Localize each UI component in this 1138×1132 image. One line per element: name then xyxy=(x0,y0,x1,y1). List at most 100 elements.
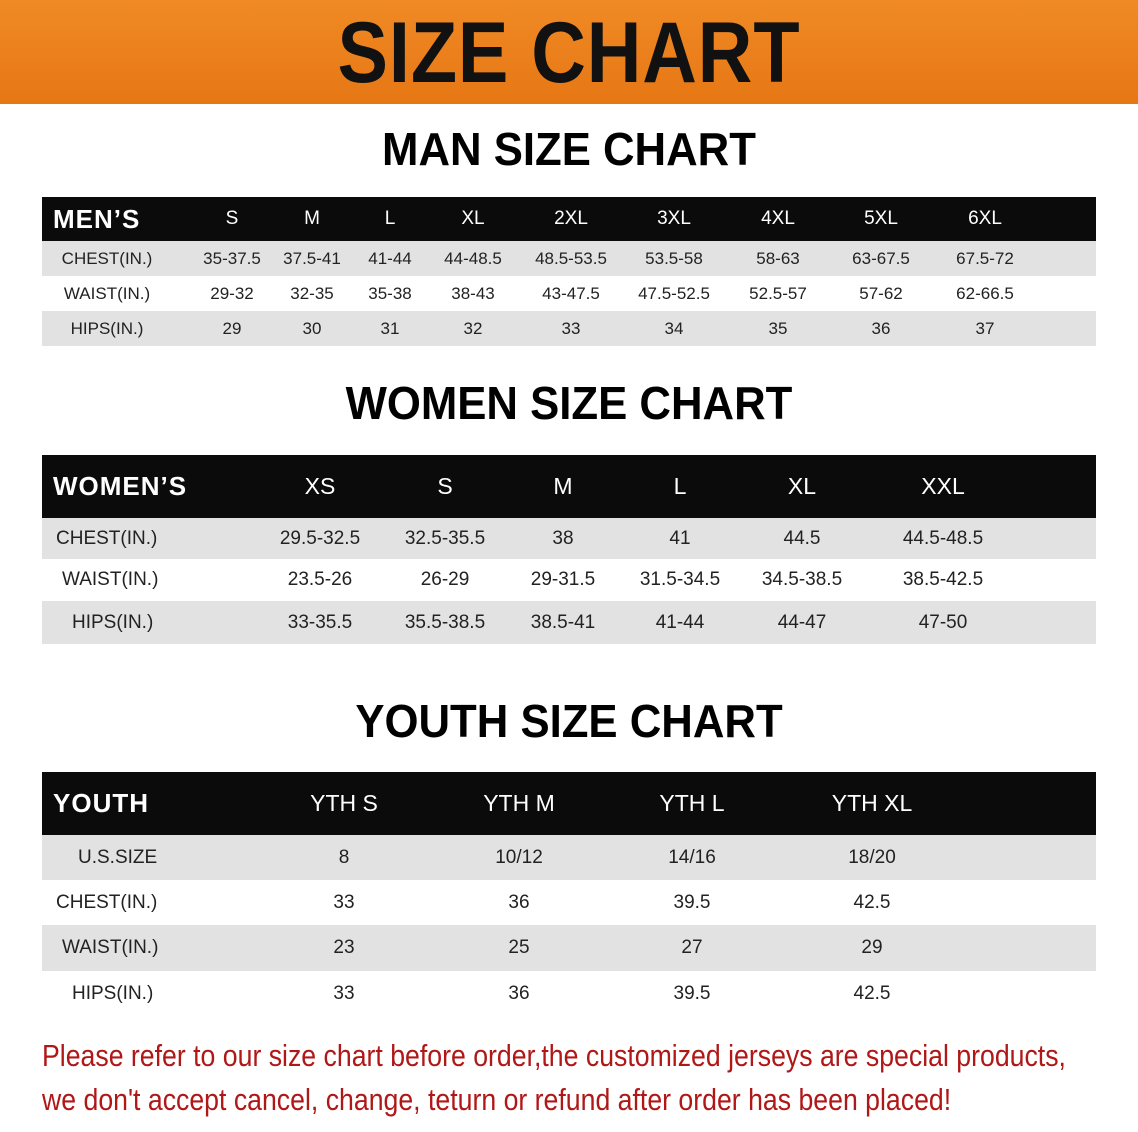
table-cell: 33-35.5 xyxy=(287,611,353,633)
size-header-xl: XL xyxy=(461,208,485,229)
size-header-yth-s: YTH S xyxy=(310,790,378,816)
table-cell: 31 xyxy=(380,318,400,338)
banner: SIZE CHART xyxy=(0,0,1138,104)
table-cell: 52.5-57 xyxy=(749,283,807,303)
table-cell: 47-50 xyxy=(918,611,968,633)
policy-note-line-1: Please refer to our size chart before or… xyxy=(42,1038,1066,1073)
men-size-table: MEN’S S M L XL 2XL 3XL 4XL 5XL 6XL CHEST(IN.) 35-37… xyxy=(42,197,1096,346)
table-cell: 43-47.5 xyxy=(542,283,600,303)
table-cell: 33 xyxy=(333,891,355,913)
table-row: U.S.SIZE 8 10/12 14/16 18/20 xyxy=(42,835,1096,880)
table-cell: 10/12 xyxy=(495,846,543,868)
table-cell: 31.5-34.5 xyxy=(639,569,721,590)
table-header-row: YOUTH YTH S YTH M YTH L YTH XL xyxy=(42,772,1096,835)
table-cell: 38.5-42.5 xyxy=(902,569,984,590)
table-row: WAIST(IN.) 23.5-26 26-29 29-31.5 31.5-34.5 34… xyxy=(42,559,1096,601)
table-row: HIPS(IN.) 29 30 31 32 33 34 35 36 37 xyxy=(42,311,1096,346)
table-row: CHEST(IN.) 35-37.5 37.5-41 41-44 44-48.5 48.5… xyxy=(42,241,1096,276)
row-label: U.S.SIZE xyxy=(78,846,158,868)
header-label: MEN’S xyxy=(53,203,141,234)
table-cell: 23.5-26 xyxy=(287,569,353,590)
table-cell: 44.5-48.5 xyxy=(902,527,984,549)
table-cell: 33 xyxy=(561,318,581,338)
table-cell: 14/16 xyxy=(668,846,716,868)
table-row: HIPS(IN.) 33 36 39.5 42.5 xyxy=(42,971,1096,1017)
table-cell: 38.5-41 xyxy=(530,611,596,633)
table-cell: 36 xyxy=(508,983,530,1004)
size-header-l: L xyxy=(673,473,687,499)
table-cell: 38-43 xyxy=(451,283,495,303)
table-cell: 44.5 xyxy=(783,527,821,549)
table-cell: 29-31.5 xyxy=(530,569,596,590)
row-label: WAIST(IN.) xyxy=(63,283,151,303)
table-cell: 35-38 xyxy=(368,283,412,303)
youth-size-table: YOUTH YTH S YTH M YTH L YTH XL U.S.SIZE 8 10/12… xyxy=(42,772,1096,1017)
table-cell: 38 xyxy=(552,527,574,549)
table-row: CHEST(IN.) 29.5-32.5 32.5-35.5 38 41 44.5 44.5… xyxy=(42,518,1096,559)
table-cell: 48.5-53.5 xyxy=(535,248,607,268)
table-cell: 32 xyxy=(463,318,483,338)
size-header-yth-m: YTH M xyxy=(483,790,555,816)
table-cell: 32.5-35.5 xyxy=(404,527,486,549)
table-row: CHEST(IN.) 33 36 39.5 42.5 xyxy=(42,880,1096,925)
size-header-m: M xyxy=(304,208,320,229)
size-header-3xl: 3XL xyxy=(657,208,691,229)
men-section-title: MAN SIZE CHART xyxy=(382,123,756,175)
women-size-table: WOMEN’S XS S M L XL XXL CHEST(IN.) 29.5-32.5 32.5… xyxy=(42,455,1096,644)
table-row: WAIST(IN.) 29-32 32-35 35-38 38-43 43-47.5 47.… xyxy=(42,276,1096,311)
size-header-6xl: 6XL xyxy=(968,208,1002,229)
row-label: CHEST(IN.) xyxy=(61,248,153,268)
size-header-xs: XS xyxy=(304,473,336,499)
table-cell: 41-44 xyxy=(655,611,705,633)
table-cell: 37 xyxy=(975,318,995,338)
table-cell: 23 xyxy=(333,937,355,958)
row-label: HIPS(IN.) xyxy=(70,318,144,338)
youth-section-title: YOUTH SIZE CHART xyxy=(355,695,783,747)
size-header-s: S xyxy=(437,473,453,499)
table-cell: 32-35 xyxy=(290,283,334,303)
table-cell: 53.5-58 xyxy=(645,248,703,268)
row-label: CHEST(IN.) xyxy=(56,891,158,913)
table-cell: 39.5 xyxy=(673,891,711,913)
table-cell: 25 xyxy=(508,937,530,958)
table-cell: 29.5-32.5 xyxy=(279,527,361,549)
table-cell: 35-37.5 xyxy=(203,248,261,268)
table-cell: 36 xyxy=(871,318,891,338)
size-header-l: L xyxy=(384,208,396,229)
table-cell: 36 xyxy=(508,891,530,913)
row-label: WAIST(IN.) xyxy=(62,937,159,958)
table-header-row: MEN’S S M L XL 2XL 3XL 4XL 5XL 6XL xyxy=(42,197,1096,241)
table-cell: 18/20 xyxy=(848,846,896,868)
table-row: HIPS(IN.) 33-35.5 35.5-38.5 38.5-41 41-44 44-… xyxy=(42,601,1096,644)
table-cell: 47.5-52.5 xyxy=(638,283,710,303)
size-header-s: S xyxy=(225,208,239,229)
table-cell: 29 xyxy=(861,937,883,958)
table-cell: 44-47 xyxy=(777,611,827,633)
table-cell: 29-32 xyxy=(210,283,254,303)
header-label: WOMEN’S xyxy=(53,471,188,501)
table-cell: 62-66.5 xyxy=(956,283,1014,303)
table-cell: 37.5-41 xyxy=(283,248,341,268)
table-cell: 8 xyxy=(338,846,350,868)
table-cell: 33 xyxy=(333,983,355,1004)
banner-title: SIZE CHART xyxy=(337,5,801,101)
table-cell: 34 xyxy=(664,318,684,338)
size-header-2xl: 2XL xyxy=(554,208,588,229)
table-cell: 41-44 xyxy=(368,248,412,268)
table-cell: 39.5 xyxy=(673,983,711,1004)
row-label: HIPS(IN.) xyxy=(72,983,154,1004)
size-header-xxl: XXL xyxy=(921,473,965,499)
women-section-title: WOMEN SIZE CHART xyxy=(345,377,793,429)
row-label: HIPS(IN.) xyxy=(72,611,154,633)
table-cell: 63-67.5 xyxy=(852,248,910,268)
table-cell: 67.5-72 xyxy=(956,248,1014,268)
table-cell: 42.5 xyxy=(853,983,891,1004)
table-cell: 30 xyxy=(302,318,322,338)
size-header-4xl: 4XL xyxy=(761,208,795,229)
table-cell: 42.5 xyxy=(853,891,891,913)
table-cell: 26-29 xyxy=(420,569,470,590)
table-header-row: WOMEN’S XS S M L XL XXL xyxy=(42,455,1096,518)
table-cell: 27 xyxy=(681,937,703,958)
header-label: YOUTH xyxy=(53,788,149,818)
table-cell: 41 xyxy=(669,527,691,549)
